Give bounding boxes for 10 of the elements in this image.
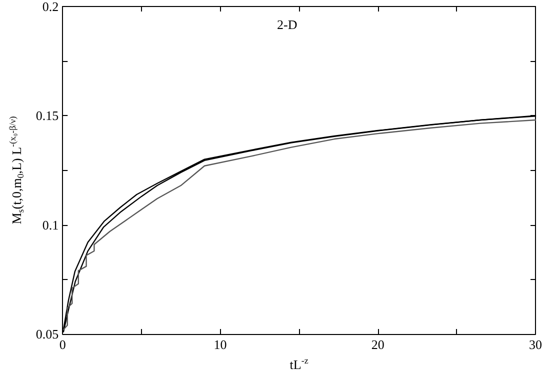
y-axis-title: Ms(t,0,m0,L) L-(x₀-β/ν)	[8, 116, 26, 224]
y-tick-label: 0.2	[42, 0, 59, 14]
x-tick-label: 30	[529, 337, 542, 352]
x-tick-label: 0	[59, 337, 66, 352]
y-tick-label: 0.15	[36, 108, 59, 124]
y-tick-label: 0.1	[42, 217, 59, 232]
annotation: 2-D	[277, 17, 298, 32]
y-tick-label: 0.05	[36, 326, 59, 342]
x-tick-label: 20	[371, 337, 384, 352]
x-tick-label: 10	[214, 337, 227, 352]
